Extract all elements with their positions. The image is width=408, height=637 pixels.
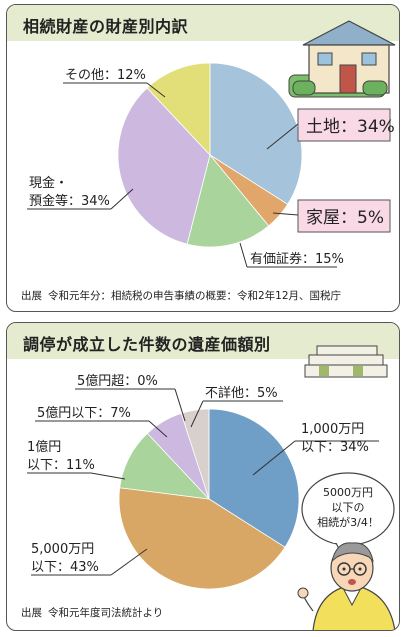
slice-other <box>146 62 211 157</box>
label-land: 土地：34% <box>306 117 395 137</box>
label-cash-1: 現金・ <box>29 175 68 191</box>
label-1oku-2: 以下：11% <box>27 458 95 473</box>
bubble-line-3: 相続が3/4！ <box>317 515 379 529</box>
mediation-pie-chart: 1,000万円 以下：34% 5,000万円 以下：43% 1億円 以下：11%… <box>27 345 396 630</box>
label-5oku-over: 5億円超：0% <box>77 373 158 389</box>
slice-5000 <box>118 487 286 590</box>
panel-title: 調停が成立した件数の遺産価額別 <box>23 335 271 354</box>
label-other: その他：12% <box>65 68 146 83</box>
label-cash-2: 預金等：34% <box>29 193 110 209</box>
callout-land <box>266 108 391 150</box>
label-1oku-1: 1億円 <box>27 439 61 455</box>
inheritance-breakdown-panel: 相続財産の財産別内訳 土地：34% 家屋：5% <box>6 4 400 312</box>
source-note: 出展 令和元年度司法統計より <box>21 605 163 620</box>
slice-cash <box>117 87 211 245</box>
asset-pie-chart: 土地：34% 家屋：5% 有価証券：15% 現金・ 預金等：34% その他：12… <box>27 20 396 268</box>
money-icon <box>304 345 388 378</box>
slice-1000 <box>208 408 300 548</box>
label-1000-1: 1,000万円 <box>301 422 364 437</box>
label-5000-2: 以下：43% <box>31 560 99 575</box>
label-securities: 有価証券：15% <box>250 251 344 267</box>
house-icon <box>288 20 396 98</box>
source-note: 出展 令和元年分：相続税の申告事績の概要：令和2年12月、国税庁 <box>21 288 341 303</box>
slice-unknown <box>180 408 210 500</box>
source-text: 令和元年分：相続税の申告事績の概要：令和2年12月、国税庁 <box>48 290 342 302</box>
callout-house <box>272 199 391 233</box>
bubble-line-2: 以下の <box>332 501 365 514</box>
label-1000-2: 以下：34% <box>301 440 369 455</box>
label-house: 家屋：5% <box>306 208 384 228</box>
slice-securities <box>186 154 270 248</box>
bubble-line-1: 5000万円 <box>323 486 373 499</box>
man-icon <box>297 542 396 630</box>
label-5000-1: 5,000万円 <box>31 542 94 557</box>
slice-land <box>209 62 303 205</box>
label-5oku: 5億円以下：7% <box>37 405 131 421</box>
source-label: 出展 <box>21 607 42 619</box>
label-unknown: 不詳他：5% <box>205 385 278 401</box>
source-text: 令和元年度司法統計より <box>48 607 164 619</box>
mediation-panel: 調停が成立した件数の遺産価額別 1,000万円 以下：34% 5,000万円 以… <box>6 322 400 631</box>
speech-bubble: 5000万円 以下の 相続が3/4！ <box>301 472 395 559</box>
panel-title: 相続財産の財産別内訳 <box>23 17 189 36</box>
source-label: 出展 <box>21 290 42 302</box>
